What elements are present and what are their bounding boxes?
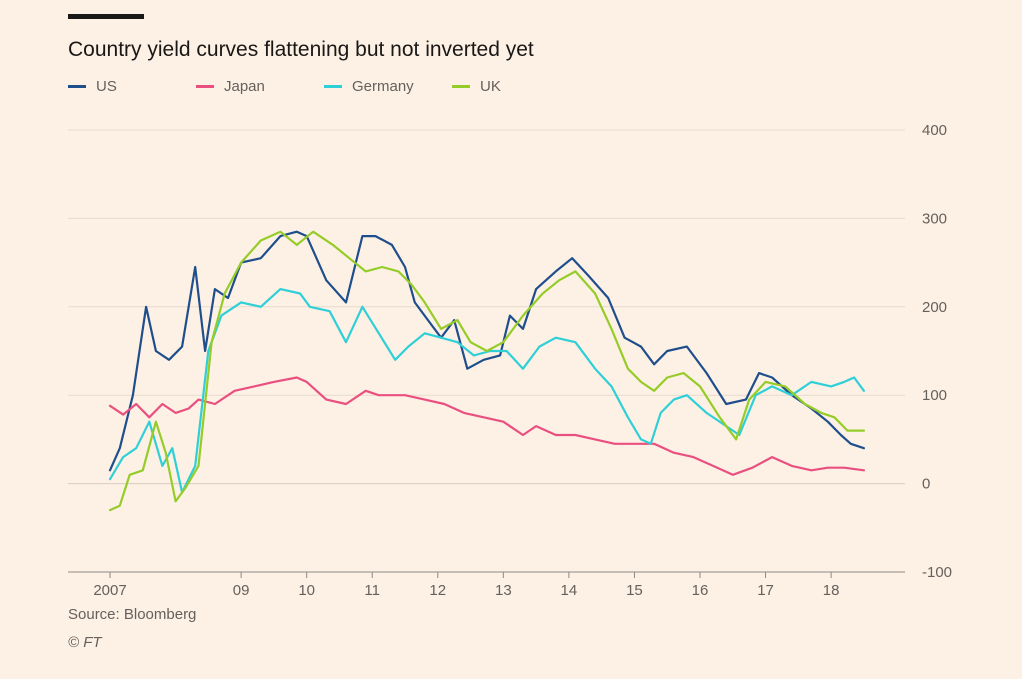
ft-title-rule [68,14,144,19]
x-tick-label: 17 [757,582,774,599]
x-tick-label: 12 [429,582,446,599]
chart-title: Country yield curves flattening but not … [68,38,534,61]
legend-label-uk: UK [480,78,501,95]
x-tick-label: 2007 [93,582,126,599]
x-tick-label: 10 [298,582,315,599]
x-tick-label: 14 [561,582,578,599]
y-tick-label: 0 [922,476,930,493]
x-tick-label: 18 [823,582,840,599]
legend-label-japan: Japan [224,78,265,95]
y-tick-label: 100 [922,387,947,404]
legend-swatch-us [68,85,86,88]
legend-label-germany: Germany [352,78,414,95]
legend-item-uk: UK [452,78,501,95]
chart-legend: US Japan Germany UK [68,78,628,98]
y-tick-label: 300 [922,210,947,227]
legend-item-japan: Japan [196,78,265,95]
x-tick-label: 11 [364,582,380,599]
gridlines: 400 300 200 100 0 -100 [68,122,952,581]
legend-swatch-japan [196,85,214,88]
x-tick-label: 09 [233,582,250,599]
x-tick-label: 16 [692,582,709,599]
y-tick-label: 200 [922,299,947,316]
legend-label-us: US [96,78,117,95]
series-line-uk [108,230,865,512]
x-tick-label: 13 [495,582,512,599]
y-tick-label: -100 [922,564,952,581]
legend-swatch-uk [452,85,470,88]
series-lines [108,230,865,512]
legend-item-germany: Germany [324,78,414,95]
legend-swatch-germany [324,85,342,88]
y-tick-label: 400 [922,122,947,139]
legend-item-us: US [68,78,117,95]
source-note: Source: Bloomberg [68,606,197,623]
series-line-japan [108,376,865,476]
x-tick-label: 15 [626,582,643,599]
x-axis: 2007 09 10 11 12 13 14 15 16 17 18 [93,572,839,599]
series-line-us [108,230,865,472]
copyright-note: © FT [68,634,102,651]
